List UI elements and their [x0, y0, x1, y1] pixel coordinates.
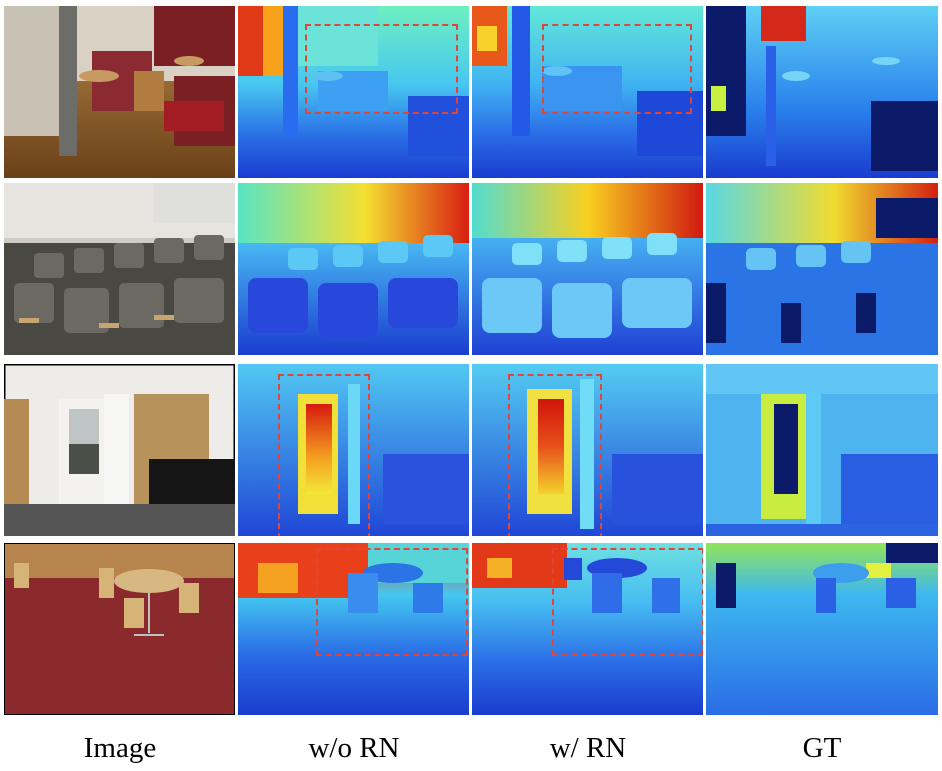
column-label-with-rn: w/ RN — [549, 732, 627, 764]
column-label-ground-truth: GT — [802, 732, 842, 764]
row2-depth-with-rn — [472, 183, 703, 355]
column-label-without-rn: w/o RN — [308, 732, 400, 764]
row3-w-rn-roi-box — [508, 374, 602, 536]
row1-depth-ground-truth — [706, 6, 938, 178]
row4-depth-with-rn — [472, 543, 703, 715]
row2-depth-without-rn — [238, 183, 469, 355]
row2-image — [4, 183, 235, 355]
row1-depth-with-rn — [472, 6, 703, 178]
row4-w-rn-roi-box — [552, 548, 703, 656]
row3-wo-rn-roi-box — [278, 374, 370, 536]
column-label-image: Image — [83, 732, 157, 764]
row1-depth-without-rn — [238, 6, 469, 178]
row1-image — [4, 6, 235, 178]
row3-image — [4, 364, 235, 536]
row3-depth-with-rn — [472, 364, 703, 536]
row3-depth-without-rn — [238, 364, 469, 536]
row4-depth-without-rn — [238, 543, 469, 715]
row4-wo-rn-roi-box — [316, 548, 468, 656]
row3-depth-ground-truth — [706, 364, 938, 536]
row1-w-rn-roi-box — [542, 24, 692, 114]
row2-depth-ground-truth — [706, 183, 938, 355]
row1-wo-rn-roi-box — [305, 24, 458, 114]
row4-depth-ground-truth — [706, 543, 938, 715]
row4-image — [4, 543, 235, 715]
